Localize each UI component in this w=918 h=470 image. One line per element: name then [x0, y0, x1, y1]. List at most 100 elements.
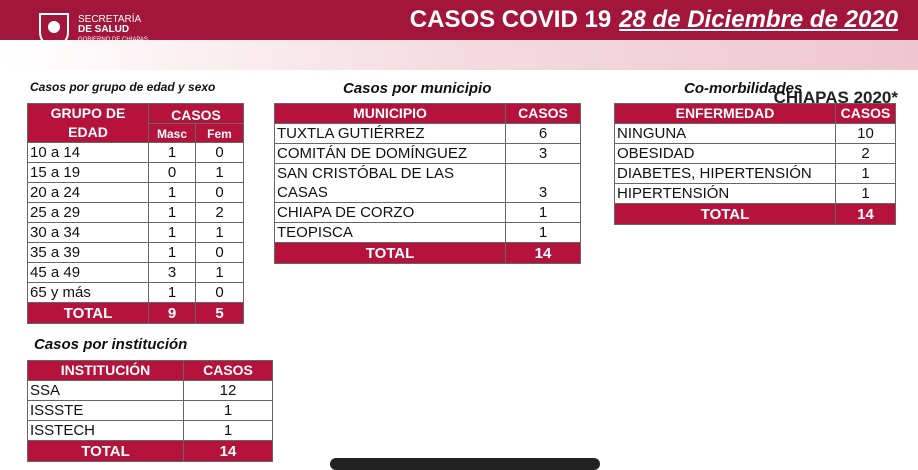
header-cell: GRUPO DE EDAD	[27, 103, 149, 143]
cell: DIABETES, HIPERTENSIÓN	[614, 163, 836, 184]
row: SAN CRISTÓBAL DE LAS CASAS 3	[274, 163, 581, 203]
total-cell: 14	[835, 203, 896, 225]
cell: 20 a 24	[27, 182, 149, 203]
cell: 3	[148, 262, 196, 283]
header-cell: CASOS	[835, 103, 896, 124]
age-table: GRUPO DE EDAD CASOS Masc Fem 10 a 14 1 0 15 a…	[27, 102, 245, 324]
caption: Co-morbilidades	[684, 80, 803, 97]
row: OBESIDAD 2	[614, 143, 896, 164]
institucion-table: INSTITUCIÓN CASOS SSA 12 ISSSTE 1 ISSTECH 1 TOTA…	[27, 360, 273, 462]
row: 20 a 24 1 0	[27, 182, 245, 203]
cell: 2	[835, 143, 896, 164]
total-row: TOTAL 14	[614, 203, 896, 225]
total-cell: 5	[194, 302, 245, 324]
total-cell: 14	[183, 440, 273, 462]
row: SSA 12	[27, 380, 273, 401]
header-cell: CASOS	[147, 102, 245, 125]
cell: 0	[194, 142, 245, 163]
cell: 3	[505, 163, 581, 203]
cell: COMITÁN DE DOMÍNGUEZ	[274, 143, 506, 164]
cell: 2	[194, 202, 245, 223]
row: CHIAPA DE CORZO 1	[274, 202, 581, 223]
header-cell: MUNICIPIO	[274, 103, 506, 124]
row: ISSSTE 1	[27, 400, 273, 421]
row: 10 a 14 1 0	[27, 142, 245, 163]
title: CASOS COVID 19 28 de Diciembre de 2020	[410, 6, 898, 34]
total-cell: TOTAL	[274, 242, 506, 264]
cell: 0	[148, 162, 196, 183]
total-row: TOTAL 14	[27, 440, 273, 462]
header-cell: Fem	[194, 123, 245, 143]
municipio-table: MUNICIPIO CASOS TUXTLA GUTIÉRREZ 6 COMITÁN D…	[274, 103, 581, 264]
subheader-band: CHIAPAS 2020*	[0, 40, 918, 107]
cell: 1	[505, 202, 581, 223]
cell: 1	[505, 222, 581, 243]
cell: ISSTECH	[27, 420, 184, 441]
row: NINGUNA 10	[614, 123, 896, 144]
cell: 0	[194, 242, 245, 263]
cell: 10	[835, 123, 896, 144]
total-row: TOTAL 9 5	[27, 302, 245, 324]
cell: 35 a 39	[27, 242, 149, 263]
row: HIPERTENSIÓN 1	[614, 183, 896, 204]
total-cell: TOTAL	[27, 440, 184, 462]
total-cell: TOTAL	[614, 203, 836, 225]
cell: SSA	[27, 380, 184, 401]
cell: 0	[194, 282, 245, 303]
row: COMITÁN DE DOMÍNGUEZ 3	[274, 143, 581, 164]
cell: 1	[148, 222, 196, 243]
cell: ISSSTE	[27, 400, 184, 421]
cell: 30 a 34	[27, 222, 149, 243]
row: TUXTLA GUTIÉRREZ 6	[274, 123, 581, 144]
cell: 25 a 29	[27, 202, 149, 223]
cell: 1	[183, 420, 273, 441]
header-cell: Masc	[148, 123, 196, 143]
header-cell: CASOS	[505, 103, 581, 124]
header-cell: INSTITUCIÓN	[27, 360, 184, 381]
region: CHIAPAS 2020*	[773, 88, 898, 107]
cell: 1	[835, 163, 896, 184]
logo-text: SECRETARÍA	[78, 14, 142, 25]
cell: SAN CRISTÓBAL DE LAS CASAS	[274, 163, 506, 203]
cell: 15 a 19	[27, 162, 149, 183]
banner: SECRETARÍA DE SALUD GOBIERNO DE CHIAPAS …	[0, 0, 918, 48]
cell: 1	[148, 142, 196, 163]
cell: 1	[183, 400, 273, 421]
cell: TEOPISCA	[274, 222, 506, 243]
cell: 65 y más	[27, 282, 149, 303]
row: 35 a 39 1 0	[27, 242, 245, 263]
row: ISSTECH 1	[27, 420, 273, 441]
cell: OBESIDAD	[614, 143, 836, 164]
cell: 10 a 14	[27, 142, 149, 163]
cell: CHIAPA DE CORZO	[274, 202, 506, 223]
total-row: TOTAL 14	[274, 242, 581, 264]
row: 65 y más 1 0	[27, 282, 245, 303]
header-row: MUNICIPIO CASOS	[274, 103, 581, 124]
cell: TUXTLA GUTIÉRREZ	[274, 123, 506, 144]
cell: 3	[505, 143, 581, 164]
caption: Casos por grupo de edad y sexo	[30, 80, 216, 94]
cell: 1	[194, 162, 245, 183]
logo-text: DE SALUD	[78, 24, 130, 35]
cell: 12	[183, 380, 273, 401]
header-row: ENFERMEDAD CASOS	[614, 103, 896, 124]
cell: NINGUNA	[614, 123, 836, 144]
header-cell: ENFERMEDAD	[614, 103, 836, 124]
row: TEOPISCA 1	[274, 222, 581, 243]
overlay-bar	[330, 458, 600, 470]
date: 28 de Diciembre de 2020	[619, 6, 898, 33]
cell: 1	[194, 222, 245, 243]
cell: 6	[505, 123, 581, 144]
row: 15 a 19 0 1	[27, 162, 245, 183]
cell: 0	[194, 182, 245, 203]
row: DIABETES, HIPERTENSIÓN 1	[614, 163, 896, 184]
row: 30 a 34 1 1	[27, 222, 245, 243]
cell: 1	[835, 183, 896, 204]
total-cell: 9	[148, 302, 196, 324]
cell: 1	[194, 262, 245, 283]
comorbilidad-table: ENFERMEDAD CASOS NINGUNA 10 OBESIDAD 2 DIABETE…	[614, 103, 896, 225]
row: 45 a 49 3 1	[27, 262, 245, 283]
caption: Casos por institución	[34, 336, 188, 353]
cell: 1	[148, 242, 196, 263]
